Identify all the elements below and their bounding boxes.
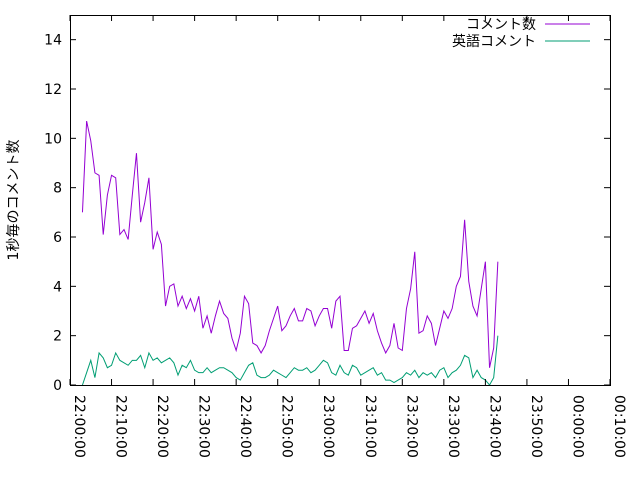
plot-frame <box>70 15 611 386</box>
y-tick-label: 4 <box>53 279 62 295</box>
x-tick-label: 22:20:00 <box>154 395 170 458</box>
y-tick-label: 10 <box>44 131 62 147</box>
y-tick-label: 0 <box>53 378 62 394</box>
series-line-1 <box>81 120 499 368</box>
x-tick-label: 23:20:00 <box>403 395 419 458</box>
y-axis: 0 2 4 6 8 10 12 14 <box>44 33 610 394</box>
y-tick-label: 6 <box>53 230 62 246</box>
x-tick-label: 22:40:00 <box>237 395 253 458</box>
plot-marks <box>81 120 499 386</box>
series-line-2 <box>81 335 499 386</box>
x-tick-label: 23:40:00 <box>486 395 502 458</box>
x-tick-label: 00:10:00 <box>611 395 627 458</box>
x-tick-label: 22:50:00 <box>279 395 295 458</box>
x-tick-label: 22:30:00 <box>196 395 212 458</box>
y-tick-label: 2 <box>53 329 62 345</box>
x-tick-label: 23:00:00 <box>320 395 336 458</box>
x-axis: 22:00:00 22:10:00 22:20:00 22:30:00 22:40:00… <box>69 15 627 458</box>
legend-label: 英語コメント <box>452 33 536 50</box>
x-tick-label: 22:00:00 <box>71 395 87 458</box>
x-tick-label: 23:10:00 <box>362 395 378 458</box>
y-tick-label: 12 <box>44 82 62 98</box>
y-axis-label: 1秒毎のコメント数 <box>6 140 22 261</box>
y-tick-label: 14 <box>44 33 62 49</box>
x-tick-label: 23:30:00 <box>445 395 461 458</box>
x-tick-label: 22:10:00 <box>113 395 129 458</box>
x-tick-label: 00:00:00 <box>569 395 585 458</box>
x-tick-label: 23:50:00 <box>528 395 544 458</box>
y-tick-label: 8 <box>53 181 62 197</box>
legend-label: コメント数 <box>466 17 536 33</box>
